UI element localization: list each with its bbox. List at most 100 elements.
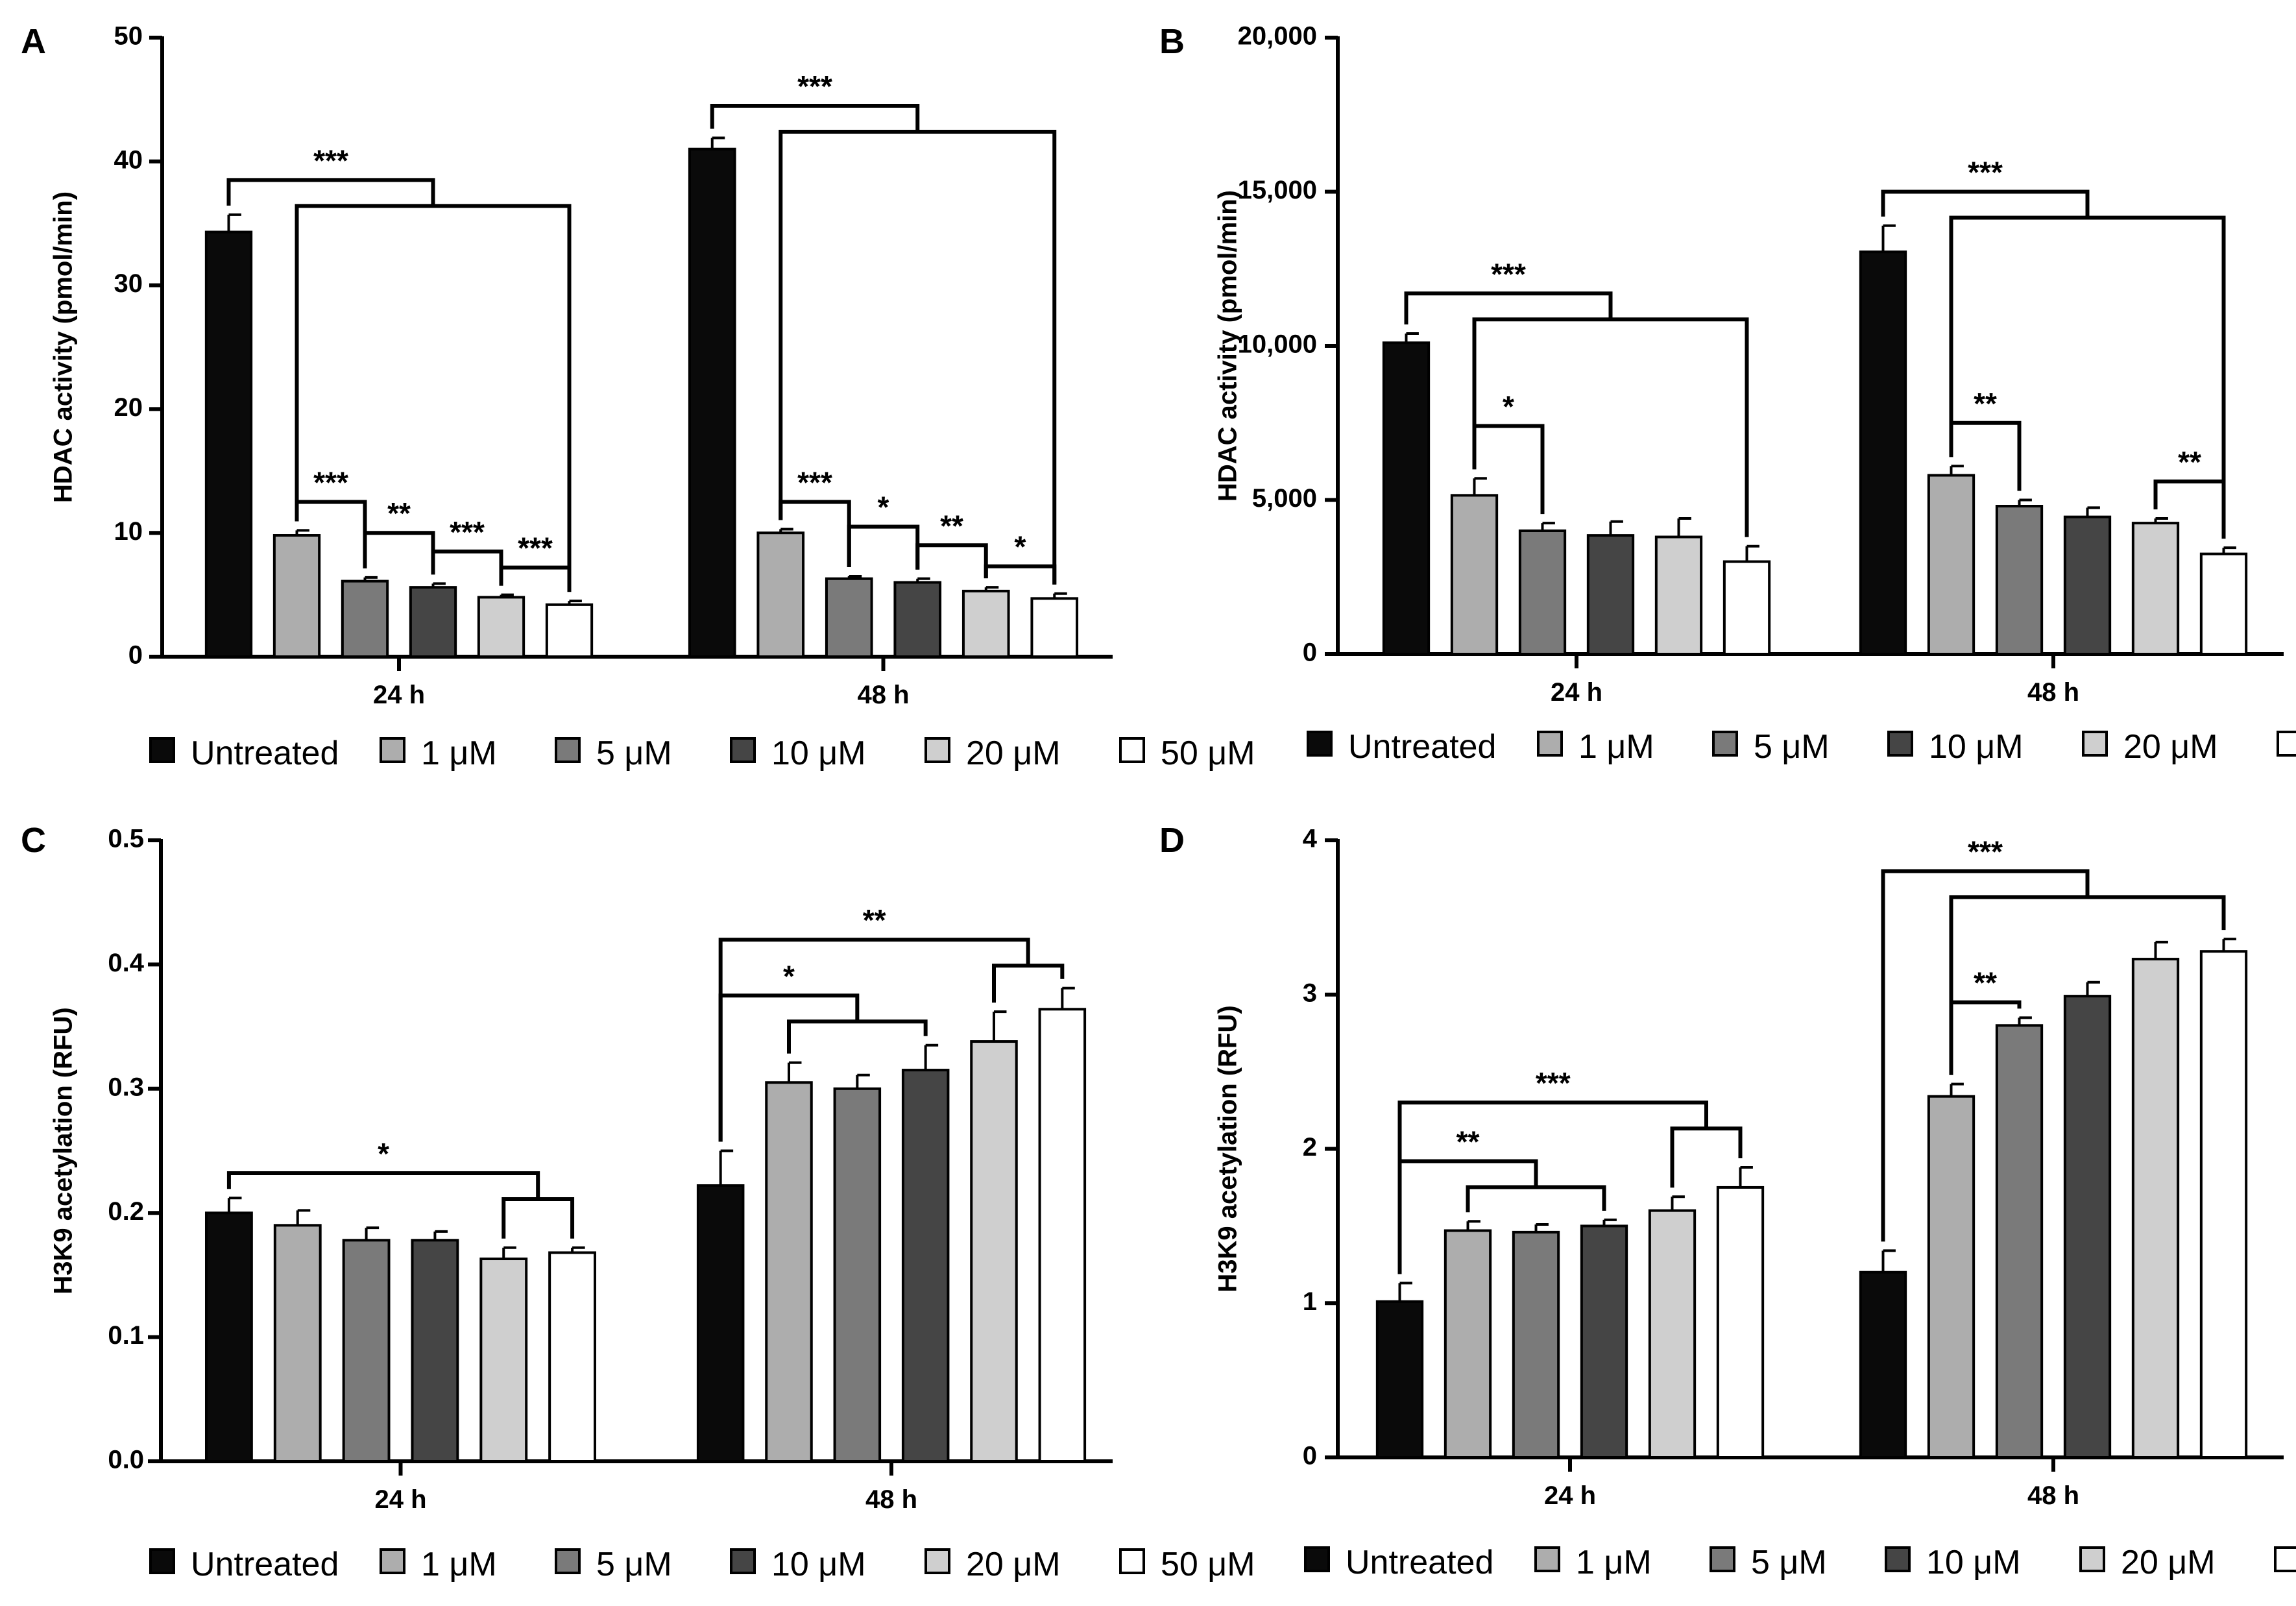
panel-c: C H3K9 acetylation (RFU) 0.0 0.1 0.2 0.3 0.4 0.… [21, 821, 1255, 1583]
bar-1m-24h [1450, 494, 1499, 655]
legend-label: Untreated [1348, 728, 1496, 766]
legend-swatch [555, 1548, 581, 1574]
significance-bracket [915, 543, 988, 579]
y-tick-label: 30 [114, 269, 143, 298]
bar-50m-48h [1038, 1008, 1087, 1463]
y-tick-label: 0 [128, 641, 143, 670]
significance-label: *** [797, 69, 832, 103]
significance-bracket [718, 938, 1065, 1142]
legend-label: 10 μM [1929, 728, 2024, 766]
legend-label: Untreated [191, 735, 339, 772]
significance-label: ** [1974, 387, 1997, 420]
legend-label: 10 μM [771, 735, 866, 772]
significance-label: ** [1456, 1125, 1480, 1159]
y-axis-label: H3K9 acetylation (RFU) [1214, 1005, 1242, 1292]
y-tick-label: 0 [1303, 639, 1317, 667]
y-tick-label: 20 [114, 393, 143, 422]
bar-20m-48h [2131, 522, 2180, 655]
significance-label: *** [1968, 835, 2003, 869]
bar-20m-24h [1654, 535, 1703, 655]
panel-b: B HDAC activity (pmol/min) 0 5,000 10,000 15,… [1159, 22, 2296, 766]
significance-bracket [1397, 1159, 1606, 1274]
significance-label: ** [387, 496, 411, 530]
y-tick-label: 0 [1303, 1442, 1317, 1470]
y-tick-label: 40 [114, 145, 143, 174]
y-tick-label: 0.5 [108, 825, 144, 853]
bar-untreated-48h [1859, 1271, 1907, 1459]
significance-label: *** [1536, 1066, 1571, 1100]
bar-20m-48h [2131, 958, 2180, 1459]
bar-untreated-48h [1859, 250, 1907, 655]
legend-swatch [380, 737, 405, 763]
panel-letter: B [1159, 22, 1185, 61]
bar-untreated-24h [1382, 341, 1431, 655]
legend-label: 20 μM [966, 735, 1061, 772]
legend-swatch [730, 1548, 756, 1574]
bar-20m-24h [479, 1258, 528, 1463]
panel-letter: A [21, 22, 46, 61]
bar-5m-24h [341, 579, 389, 658]
bar-50m-48h [2199, 552, 2248, 655]
bar-untreated-48h [688, 147, 736, 659]
significance-bracket [1472, 424, 1545, 515]
panel-letter: D [1159, 821, 1185, 860]
legend-swatch [149, 737, 175, 763]
bar-5m-48h [1995, 1024, 2044, 1459]
bar-1m-48h [1927, 474, 1976, 655]
bar-1m-48h [756, 531, 805, 659]
x-category-label: 48 h [857, 681, 909, 709]
significance-label: ** [863, 903, 886, 937]
bar-50m-48h [1030, 597, 1079, 658]
bar-10m-48h [893, 581, 942, 659]
significance-bracket [363, 531, 435, 575]
y-axis-label: HDAC activity (pmol/min) [49, 191, 78, 503]
legend-label: 1 μM [421, 735, 497, 772]
legend-label: 5 μM [596, 1546, 672, 1583]
legend-swatch [924, 1548, 950, 1574]
y-tick-label: 1 [1303, 1287, 1317, 1316]
significance-label: *** [518, 531, 553, 565]
bar-untreated-24h [1375, 1300, 1424, 1459]
significance-bracket [984, 564, 1057, 585]
significance-label: *** [1491, 257, 1526, 291]
significance-label: *** [313, 143, 348, 177]
bar-untreated-24h [204, 230, 253, 658]
y-tick-label: 0.2 [108, 1197, 144, 1226]
y-tick-label: 4 [1303, 825, 1318, 853]
y-tick-label: 5,000 [1252, 484, 1317, 513]
bar-1m-24h [273, 1224, 322, 1463]
y-axis-label: HDAC activity (pmol/min) [1214, 190, 1242, 502]
bar-20m-48h [961, 589, 1010, 658]
bar-10m-24h [1580, 1224, 1628, 1459]
significance-label: ** [940, 509, 963, 542]
bar-50m-24h [545, 603, 594, 659]
bar-10m-48h [901, 1069, 950, 1463]
legend-label: Untreated [1346, 1544, 1493, 1581]
y-tick-label: 0.3 [108, 1073, 144, 1101]
bar-10m-24h [411, 1239, 459, 1463]
y-tick-label: 0.1 [108, 1321, 144, 1350]
significance-label: *** [797, 466, 832, 500]
legend-label: 20 μM [966, 1546, 1061, 1583]
significance-bracket [499, 565, 572, 592]
panel-letter: C [21, 821, 46, 860]
significance-bracket [1881, 189, 2226, 539]
legend-label: Untreated [191, 1546, 339, 1583]
significance-label: * [1015, 530, 1026, 564]
bar-5m-48h [825, 577, 873, 659]
x-category-label: 24 h [1544, 1481, 1596, 1510]
legend-swatch [1304, 1546, 1330, 1572]
legend-label: 1 μM [1576, 1544, 1652, 1581]
legend-swatch [1710, 1546, 1735, 1572]
y-tick-label: 2 [1303, 1133, 1317, 1162]
significance-bracket [2153, 480, 2226, 539]
x-category-label: 24 h [374, 1485, 426, 1514]
significance-label: * [783, 959, 795, 993]
x-category-label: 48 h [865, 1485, 917, 1514]
y-tick-label: 10 [114, 517, 143, 546]
legend-swatch [2082, 731, 2108, 757]
